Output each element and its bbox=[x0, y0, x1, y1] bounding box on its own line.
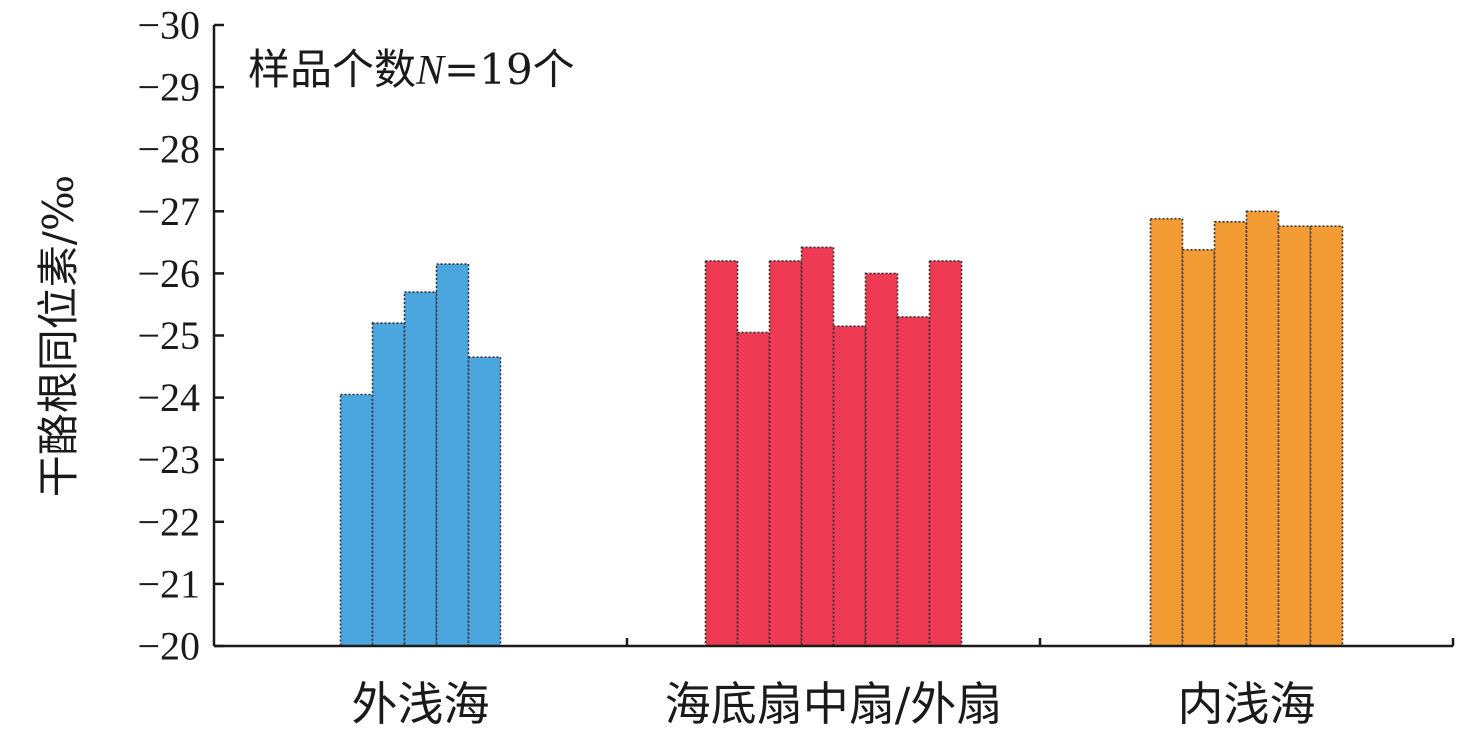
y-ticks: −20 −21 −22 −23 −24 −25 −26 −27 −28 −29 −30 bbox=[137, 3, 224, 669]
bar-3-5 bbox=[1277, 225, 1312, 647]
bar-2-6 bbox=[864, 272, 899, 647]
x-category-label: 外浅海 bbox=[352, 677, 490, 731]
y-tick-label: −23 bbox=[137, 437, 200, 482]
annotation-prefix: 样品个数 bbox=[248, 45, 416, 94]
bar-1-5 bbox=[467, 356, 502, 647]
y-tick-label: −22 bbox=[137, 499, 200, 544]
annotation-suffix: =19个 bbox=[444, 45, 575, 94]
bar-1-4 bbox=[435, 263, 470, 647]
y-tick-label: −27 bbox=[137, 189, 200, 234]
bar-3-3 bbox=[1213, 221, 1248, 647]
bar-1-2 bbox=[371, 322, 406, 647]
bar-1-3 bbox=[403, 291, 438, 647]
y-tick-label: −28 bbox=[137, 127, 200, 172]
bar-2-8 bbox=[928, 260, 963, 647]
bar-2-4 bbox=[800, 246, 835, 647]
bar-3-4 bbox=[1245, 210, 1280, 647]
bar-3-2 bbox=[1181, 249, 1216, 647]
y-tick-label: −25 bbox=[137, 313, 200, 358]
bar-3-1 bbox=[1149, 217, 1184, 647]
y-tick-label: −29 bbox=[137, 65, 200, 110]
y-tick-label: −20 bbox=[137, 624, 200, 669]
bars-layer bbox=[339, 210, 1344, 647]
bar-2-2 bbox=[736, 331, 771, 647]
bar-3-6 bbox=[1309, 225, 1344, 647]
bar-2-5 bbox=[832, 325, 867, 647]
annotation-variable: N bbox=[415, 48, 446, 94]
bar-2-1 bbox=[704, 260, 739, 647]
bar-2-3 bbox=[768, 260, 803, 647]
y-tick-label: −24 bbox=[137, 375, 200, 420]
y-tick-label: −26 bbox=[137, 251, 200, 296]
bar-2-7 bbox=[896, 316, 931, 647]
x-category-label: 海底扇中扇/外扇 bbox=[665, 677, 1003, 731]
x-category-labels: 外浅海 海底扇中扇/外扇 内浅海 bbox=[352, 638, 1455, 731]
y-tick-label: −30 bbox=[137, 3, 200, 48]
y-tick-label: −21 bbox=[137, 561, 200, 606]
sample-count-annotation: 样品个数N=19个 bbox=[248, 45, 575, 94]
x-category-label: 内浅海 bbox=[1178, 677, 1316, 731]
y-axis-label: 干酪根同位素/‰ bbox=[34, 175, 83, 498]
bar-1-1 bbox=[339, 393, 374, 647]
